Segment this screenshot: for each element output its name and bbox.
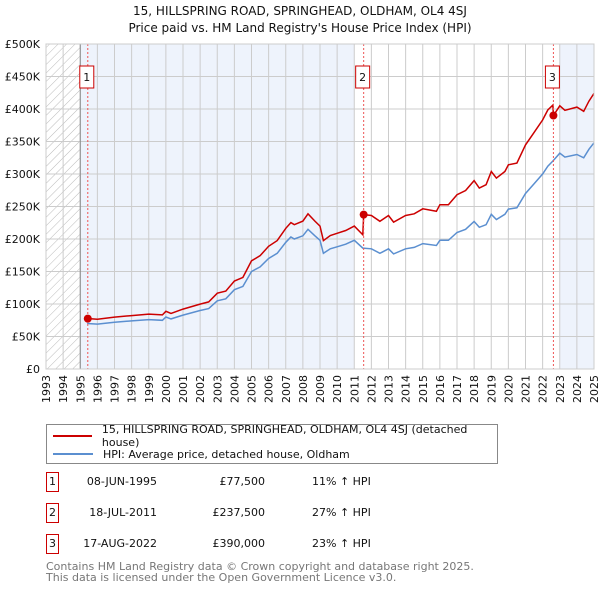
x-tick-label: 1993 — [40, 375, 53, 403]
sale-label: 1 — [83, 71, 90, 84]
x-tick-label: 2004 — [228, 375, 241, 403]
footer-copyright: Contains HM Land Registry data © Crown c… — [46, 560, 474, 573]
chart-subtitle: Price paid vs. HM Land Registry's House … — [128, 21, 471, 35]
y-tick-label: £450K — [5, 71, 41, 84]
sale-price: £390,000 — [212, 537, 266, 550]
x-tick-label: 2025 — [588, 375, 600, 403]
y-tick-label: £150K — [5, 266, 41, 279]
legend-item-hpi: HPI: Average price, detached house, Oldh… — [53, 446, 350, 462]
footer-licence: This data is licensed under the Open Gov… — [46, 571, 397, 584]
sale-marker-badge: 3 — [46, 534, 59, 554]
sale-price: £77,500 — [219, 475, 266, 488]
table-row: 3 17-AUG-2022 £390,000 23% ↑ HPI — [0, 534, 600, 554]
x-tick-label: 2016 — [434, 375, 447, 403]
legend-swatch-red — [53, 435, 92, 437]
sale-price: £237,500 — [212, 506, 266, 519]
x-tick-label: 2022 — [537, 375, 550, 403]
x-tick-label: 2023 — [554, 375, 567, 403]
x-tick-label: 2017 — [451, 375, 464, 403]
x-tick-label: 1999 — [143, 375, 156, 403]
sale-date: 08-JUN-1995 — [86, 475, 157, 488]
table-row: 1 08-JUN-1995 £77,500 11% ↑ HPI — [0, 472, 600, 492]
sale-point-marker — [549, 111, 558, 120]
legend: 15, HILLSPRING ROAD, SPRINGHEAD, OLDHAM,… — [46, 423, 498, 464]
sale-date: 18-JUL-2011 — [89, 506, 157, 519]
table-row: 2 18-JUL-2011 £237,500 27% ↑ HPI — [0, 503, 600, 523]
x-tick-label: 2000 — [160, 375, 173, 403]
x-tick-label: 2007 — [280, 375, 293, 403]
sale-label: 3 — [549, 71, 556, 84]
x-tick-label: 2005 — [246, 375, 259, 403]
hpi-series-line — [87, 142, 595, 325]
sale-point-marker — [359, 210, 368, 219]
x-tick-label: 1997 — [109, 375, 122, 403]
legend-label: 15, HILLSPRING ROAD, SPRINGHEAD, OLDHAM,… — [101, 423, 468, 449]
y-tick-label: £400K — [5, 103, 41, 116]
sale-marker-badge: 1 — [46, 472, 59, 492]
x-tick-label: 1995 — [74, 375, 87, 403]
x-tick-label: 2021 — [520, 375, 533, 403]
x-tick-label: 2001 — [177, 375, 190, 403]
sale-label-box — [355, 65, 371, 89]
price-chart: 15, HILLSPRING ROAD, SPRINGHEAD, OLDHAM,… — [5, 4, 600, 403]
y-tick-label: £300K — [5, 168, 41, 181]
y-tick-label: £50K — [12, 331, 41, 344]
legend-label: HPI: Average price, detached house, Oldh… — [103, 447, 350, 461]
x-tick-label: 2002 — [194, 375, 207, 403]
x-tick-label: 2013 — [383, 375, 396, 403]
chart-title: 15, HILLSPRING ROAD, SPRINGHEAD, OLDHAM,… — [133, 4, 467, 18]
legend-item-property: 15, HILLSPRING ROAD, SPRINGHEAD, OLDHAM,… — [53, 423, 497, 449]
x-tick-label: 2020 — [502, 375, 515, 403]
sale-hpi-diff: 11% ↑ HPI — [312, 475, 371, 488]
x-tick-label: 1996 — [91, 375, 104, 403]
x-tick-label: 2003 — [211, 375, 224, 403]
x-tick-label: 2014 — [400, 375, 413, 403]
legend-swatch-blue — [53, 453, 93, 455]
sale-marker-badge: 2 — [46, 503, 59, 523]
sale-date: 17-AUG-2022 — [83, 537, 157, 550]
x-tick-label: 2009 — [314, 375, 327, 403]
x-tick-label: 2011 — [348, 375, 361, 403]
y-tick-label: £350K — [5, 136, 41, 149]
y-tick-label: £250K — [5, 201, 41, 214]
sale-label-box — [544, 65, 560, 89]
x-tick-label: 2006 — [263, 375, 276, 403]
sale-hpi-diff: 23% ↑ HPI — [312, 537, 371, 550]
sale-point-marker — [83, 314, 92, 323]
x-tick-label: 2019 — [485, 375, 498, 403]
y-tick-label: £200K — [5, 233, 41, 246]
sale-label: 2 — [359, 71, 366, 84]
x-tick-label: 2024 — [571, 375, 584, 403]
x-tick-label: 1998 — [126, 375, 139, 403]
x-tick-label: 2010 — [331, 375, 344, 403]
x-tick-label: 2015 — [417, 375, 430, 403]
plot-frame — [45, 43, 595, 370]
y-tick-label: £500K — [5, 38, 41, 51]
sale-label-box — [79, 65, 95, 89]
sale-hpi-diff: 27% ↑ HPI — [312, 506, 371, 519]
x-tick-label: 1994 — [57, 375, 70, 403]
x-tick-label: 2012 — [365, 375, 378, 403]
x-tick-label: 2018 — [468, 375, 481, 403]
y-tick-label: £0 — [26, 363, 40, 376]
x-tick-label: 2008 — [297, 375, 310, 403]
y-tick-label: £100K — [5, 298, 41, 311]
